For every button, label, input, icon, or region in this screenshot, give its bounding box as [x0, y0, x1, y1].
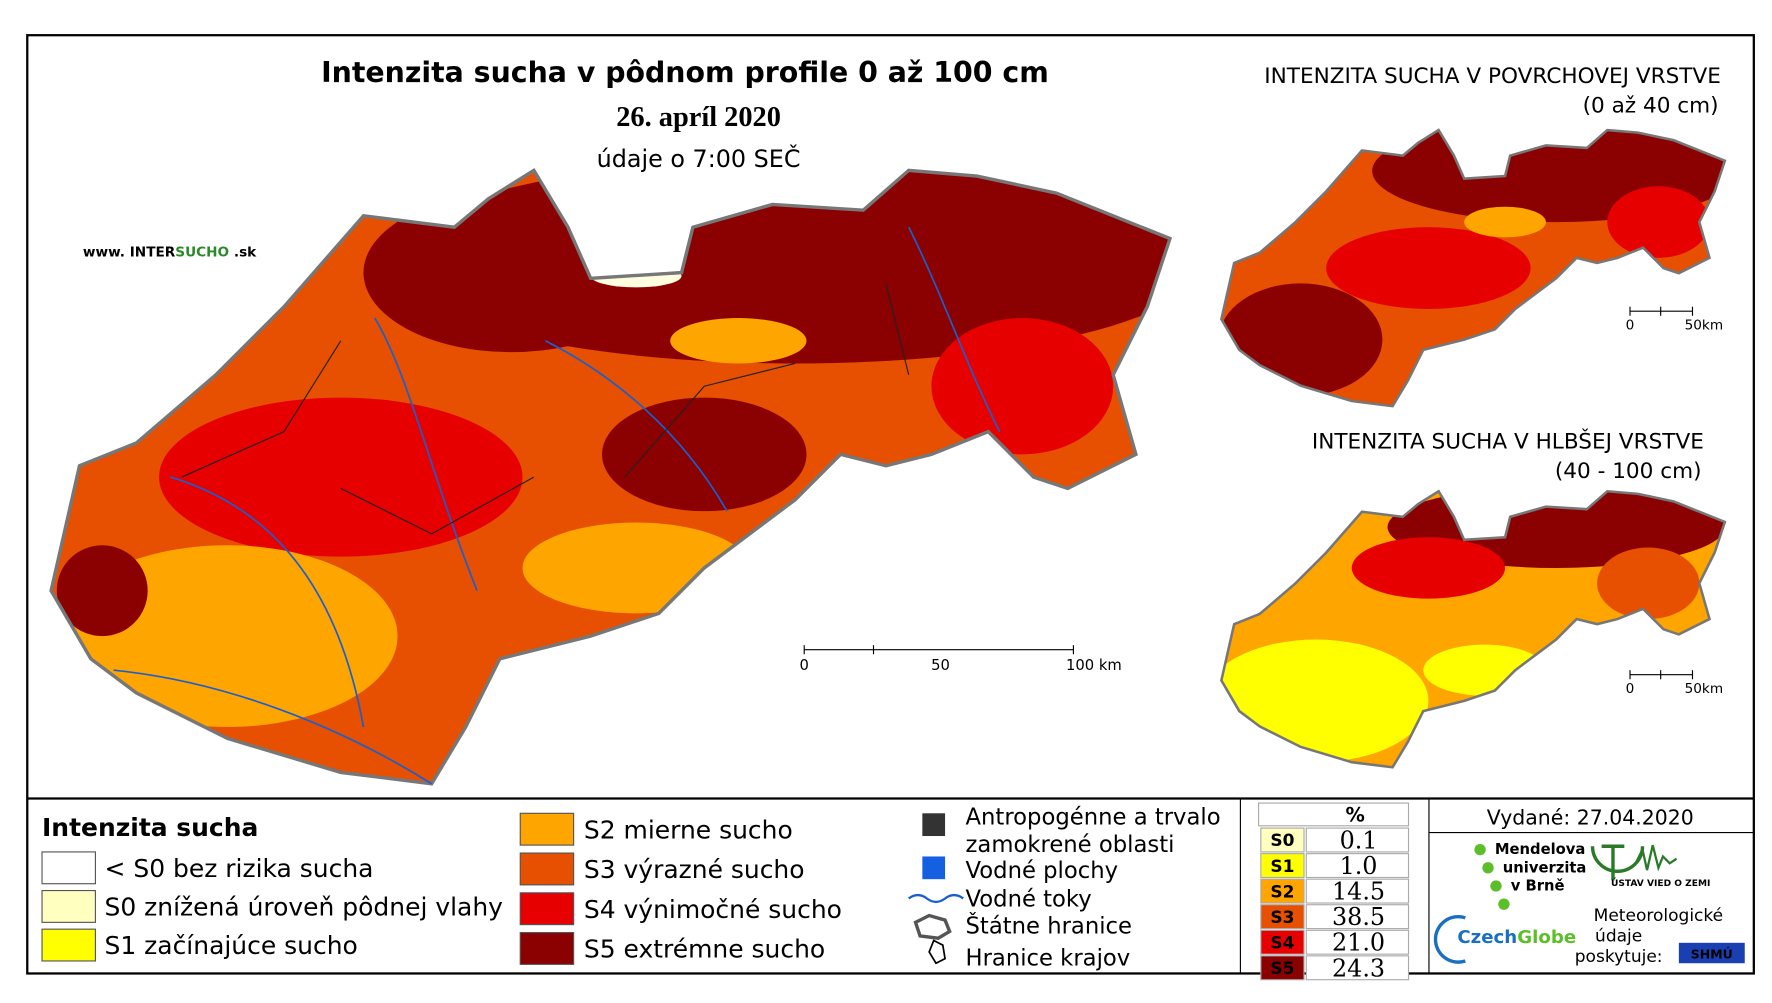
provider: poskytuje:: [1575, 947, 1663, 967]
stats-code: S4: [1270, 933, 1294, 953]
inset-title: INTENZITA SUCHA V HLBŠEJ VRSTVE: [1312, 429, 1704, 455]
logo-institute: ÚSTAV VIED O ZEMI: [1590, 844, 1710, 889]
logo-text: ÚSTAV VIED O ZEMI: [1611, 877, 1710, 889]
legend-symbol-label: zamokrené oblasti: [966, 832, 1175, 858]
stats-value-cell: [1305, 904, 1410, 930]
map-note: údaje o 7:00 SEČ: [597, 145, 801, 173]
stats-value: 14.5: [1332, 878, 1385, 906]
map-title: Intenzita sucha v pôdnom profile 0 až 10…: [321, 56, 1049, 89]
logo-text: Mendelova: [1495, 841, 1586, 858]
legend-swatch: [41, 889, 96, 923]
inset-title: INTENZITA SUCHA V POVRCHOVEJ VRSTVE: [1264, 64, 1721, 89]
stats-value: 1.0: [1340, 852, 1378, 880]
legend-symbol-label: Vodné toky: [966, 886, 1092, 912]
legend-label: < S0 bez rizika sucha: [105, 854, 374, 883]
stats-value-cell: [1305, 878, 1410, 904]
frame: [26, 34, 1755, 975]
website-part: .sk: [229, 245, 257, 261]
stats-value-cell: [1305, 955, 1410, 981]
inset-subtitle: (40 - 100 cm): [1555, 459, 1702, 484]
stats-code: S5: [1270, 959, 1294, 979]
scale-label: 50: [931, 657, 950, 674]
scale-label: 50km: [1685, 317, 1724, 333]
stats-code-cell: [1260, 878, 1305, 904]
logo-text: Globe: [1517, 927, 1576, 948]
stats-value-cell: [1305, 827, 1410, 853]
stats-code: S2: [1270, 882, 1294, 902]
website: www. INTERSUCHO .sk: [83, 245, 257, 261]
stats-code-cell: [1260, 827, 1305, 853]
inset-map: [1220, 128, 1727, 408]
stats-value-cell: [1305, 929, 1410, 955]
stats-header: %: [1345, 803, 1364, 826]
legend-swatch: [519, 892, 575, 926]
legend-label: S4 výnimočné sucho: [584, 895, 842, 924]
logo-text: v Brně: [1511, 878, 1565, 895]
legend-label: S0 znížená úroveň pôdnej vlahy: [105, 893, 504, 922]
legend-swatch: [519, 852, 575, 886]
stats-code-cell: [1260, 904, 1305, 930]
inset-map: [1220, 489, 1727, 769]
logo-text: Czech: [1457, 927, 1517, 948]
scale-label: 0: [800, 657, 809, 674]
stats-code-cell: [1260, 929, 1305, 955]
scale-label: 0: [1626, 681, 1635, 697]
legend-swatch: [519, 812, 575, 846]
stats-value-cell: [1305, 853, 1410, 879]
logo-shmu: SHMÚ: [1678, 942, 1745, 964]
provider: údaje: [1595, 927, 1642, 947]
legend-classes: < S0 bez rizika sucha S0 znížená úroveň p…: [41, 812, 842, 965]
stats-value: 0.1: [1340, 827, 1378, 855]
stats-code: S1: [1270, 857, 1294, 877]
stats-value: 21.0: [1332, 929, 1385, 957]
logo-text: SHMÚ: [1691, 947, 1733, 962]
stats-value: 38.5: [1332, 903, 1385, 931]
legend-symbol-label: Štátne hranice: [966, 912, 1132, 940]
legend-label: S1 začínajúce sucho: [105, 931, 358, 960]
legend-symbol-label: Antropogénne a trvalo: [966, 805, 1221, 831]
logo-mendel: Mendelova univerzita v Brně: [1474, 841, 1586, 910]
stats-code-cell: [1260, 955, 1305, 981]
legend-title: Intenzita sucha: [42, 813, 258, 842]
stats-table: % S0 0.1 S1 1.0 S2 14.5 S3 38.5 S4 21.0 S5 24.3: [1258, 802, 1410, 982]
legend-swatch: [41, 851, 96, 885]
logo-czechglobe: CzechGlobe: [1433, 914, 1576, 964]
legend-symbols: [908, 813, 964, 965]
logo-text: univerzita: [1503, 859, 1587, 876]
scale-label: 0: [1626, 317, 1635, 333]
legend-swatch: [41, 928, 96, 962]
legend-symbol-label: Vodné plochy: [966, 858, 1119, 884]
stats-value: 24.3: [1332, 954, 1385, 982]
legend-label: S2 mierne sucho: [584, 815, 793, 844]
legend-swatch: [519, 932, 575, 965]
inset-subtitle: (0 až 40 cm): [1583, 93, 1719, 118]
website-part: www. INTER: [83, 245, 176, 261]
legend-label: S3 výrazné sucho: [584, 855, 805, 884]
logo-text: CzechGlobe: [1457, 927, 1576, 948]
stats-code-cell: [1260, 853, 1305, 879]
legend-label: S5 extrémne sucho: [584, 935, 825, 964]
stats-code: S3: [1270, 908, 1294, 928]
website-part: SUCHO: [175, 245, 229, 261]
map-date: 26. apríl 2020: [616, 102, 781, 133]
stats-code: S0: [1270, 831, 1294, 851]
scale-label: 100 km: [1066, 657, 1122, 674]
legend-symbol-label: Hranice krajov: [966, 946, 1131, 972]
scale-label: 50km: [1685, 681, 1724, 697]
issued: Vydané: 27.04.2020: [1487, 806, 1694, 830]
provider: Meteorologické: [1594, 906, 1723, 926]
